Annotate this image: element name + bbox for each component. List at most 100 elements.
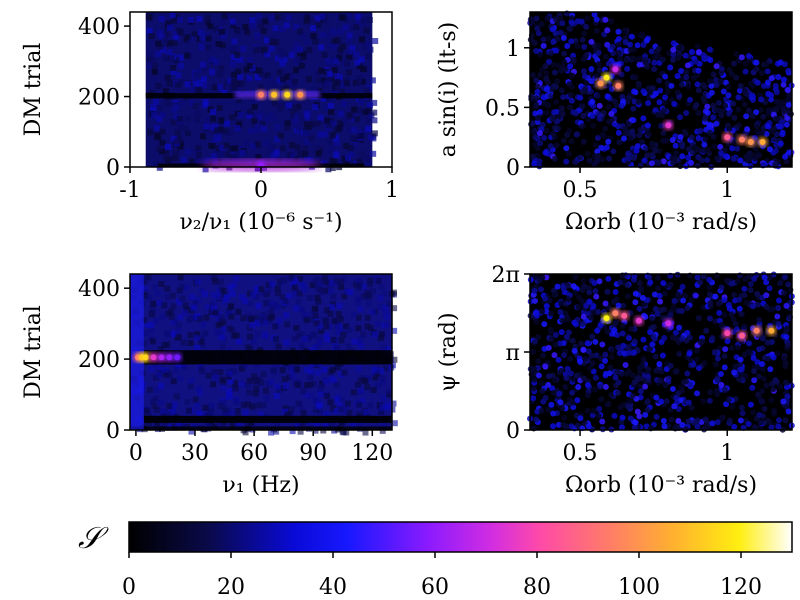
panel-a-cell xyxy=(178,100,185,107)
panel-a-cell xyxy=(199,61,206,68)
panel-b-point xyxy=(668,82,675,89)
panel-c-cell xyxy=(377,335,384,342)
panel-d-hotspot xyxy=(665,320,672,327)
panel-a-cell xyxy=(210,108,217,115)
panel-d-point xyxy=(712,361,719,368)
panel-c-cell xyxy=(298,331,305,338)
panel-d-point xyxy=(741,292,748,299)
panel-b-xtick-label: 1 xyxy=(720,178,734,203)
panel-d-point xyxy=(608,391,615,398)
panel-a-cell xyxy=(205,35,212,42)
panel-c-cell xyxy=(323,323,330,330)
panel-a-cell xyxy=(157,29,164,36)
panel-d-point xyxy=(736,296,743,303)
panel-a-cell xyxy=(234,52,241,59)
panel-d-point xyxy=(613,296,620,303)
panel-a-cell xyxy=(234,125,241,132)
panel-a-cell xyxy=(326,71,333,78)
panel-d-point xyxy=(640,356,647,363)
panel-a-cell xyxy=(242,23,249,30)
panel-c-xtick-label: 60 xyxy=(240,441,268,466)
panel-d-point xyxy=(577,415,584,422)
panel-b-point xyxy=(725,92,732,99)
panel-d-point xyxy=(636,369,643,376)
panel-b-point xyxy=(725,110,732,117)
panel-d-point xyxy=(585,423,592,430)
panel-b-point xyxy=(694,162,701,169)
panel-a-cell xyxy=(371,109,378,116)
panel-c-cell xyxy=(141,289,148,296)
panel-a-cell xyxy=(170,68,177,75)
panel-d-point xyxy=(717,371,724,378)
panel-a-cell xyxy=(222,128,229,135)
panel-c-cell xyxy=(377,295,384,302)
panel-d-point xyxy=(621,350,628,357)
panel-c-cell xyxy=(365,294,372,301)
panel-c-cell xyxy=(219,343,226,350)
panel-b-point xyxy=(659,56,666,63)
panel-d-point xyxy=(709,335,716,342)
colorbar-tick-label: 100 xyxy=(618,575,660,600)
panel-a-cell xyxy=(343,80,350,87)
panel-b-point xyxy=(754,79,761,86)
panel-d-point xyxy=(759,388,766,395)
panel-c-cell xyxy=(337,405,344,412)
panel-d-point xyxy=(747,287,754,294)
panel-b-point xyxy=(610,148,617,155)
panel-c-cell xyxy=(319,380,326,387)
panel-b-point xyxy=(534,145,541,152)
panel-c-cell xyxy=(367,325,374,332)
panel-c-cell xyxy=(391,327,398,334)
panel-c-cell xyxy=(184,398,191,405)
panel-a-cell xyxy=(365,116,372,123)
panel-a-cell xyxy=(244,29,251,36)
panel-b-frame xyxy=(529,11,793,168)
panel-c-cell xyxy=(309,282,316,289)
panel-c-cell xyxy=(205,372,212,379)
panel-b-point xyxy=(573,131,580,138)
panel-a-xlabel: ν₂/ν₁ (10⁻⁶ s⁻¹) xyxy=(179,210,342,235)
panel-a-cell xyxy=(358,99,365,106)
panel-d-point xyxy=(750,355,757,362)
panel-b-point xyxy=(536,130,543,137)
panel-d-point xyxy=(542,295,549,302)
panel-d-point xyxy=(747,280,754,287)
panel-b-point xyxy=(603,144,610,151)
panel-d-point xyxy=(589,360,596,367)
panel-b-point xyxy=(537,108,544,115)
panel-d-point xyxy=(668,416,675,423)
panel-b-point xyxy=(781,153,788,160)
panel-d-point xyxy=(679,283,686,290)
panel-c-cell xyxy=(365,375,372,382)
panel-b-point xyxy=(678,81,685,88)
panel-b-point xyxy=(695,146,702,153)
panel-a-cell xyxy=(166,80,173,87)
panel-c-cell xyxy=(258,286,265,293)
panel-b-point xyxy=(558,106,565,113)
panel-d-point xyxy=(684,370,691,377)
panel-b-point xyxy=(569,72,576,79)
panel-d-point xyxy=(652,305,659,312)
panel-d-point xyxy=(555,421,562,428)
panel-c-cell xyxy=(334,394,341,401)
panel-d-point xyxy=(608,354,615,361)
panel-c-cell xyxy=(189,293,196,300)
panel-c-cell xyxy=(142,329,149,336)
panel-d-point xyxy=(592,338,599,345)
panel-a-cell xyxy=(329,132,336,139)
panel-c-cell xyxy=(260,290,267,297)
panel-d-point xyxy=(691,419,698,426)
panel-a-cell xyxy=(347,48,354,55)
panel-a-cell xyxy=(296,57,303,64)
panel-b-point xyxy=(660,107,667,114)
panel-a-cell xyxy=(218,145,225,152)
panel-c-cell xyxy=(370,288,377,295)
panel-d-point xyxy=(629,392,636,399)
panel-a-cell xyxy=(152,99,159,106)
panel-b-point xyxy=(595,152,602,159)
panel-b-point xyxy=(542,63,549,70)
panel-a-cell xyxy=(196,86,203,93)
panel-c-cell xyxy=(296,290,303,297)
panel-c-cell xyxy=(298,341,305,348)
